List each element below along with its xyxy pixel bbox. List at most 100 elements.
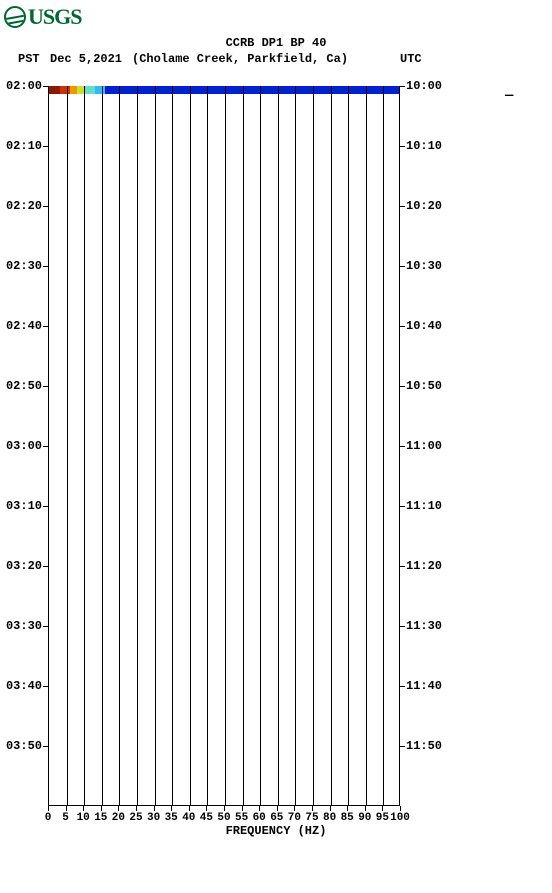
xtick-label: 45 <box>200 812 213 824</box>
tick-mark <box>171 806 172 811</box>
tick-mark <box>43 626 48 627</box>
tick-mark <box>400 506 405 507</box>
xtick-label: 80 <box>323 812 336 824</box>
gridline <box>84 86 85 805</box>
spectro-segment <box>49 86 60 94</box>
xtick-label: 90 <box>358 812 371 824</box>
tick-mark <box>43 566 48 567</box>
left-ytick-label: 02:20 <box>6 199 42 213</box>
usgs-logo-text: USGS <box>28 4 81 30</box>
xtick-label: 0 <box>45 812 52 824</box>
xtick-label: 40 <box>182 812 195 824</box>
left-ytick-label: 03:20 <box>6 559 42 573</box>
tick-mark <box>277 806 278 811</box>
right-ytick-label: 11:00 <box>406 439 442 453</box>
tick-mark <box>66 806 67 811</box>
usgs-wave-icon <box>4 6 26 28</box>
tick-mark <box>43 446 48 447</box>
left-ytick-label: 02:40 <box>6 319 42 333</box>
tick-mark <box>347 806 348 811</box>
right-ytick-label: 11:40 <box>406 679 442 693</box>
gridline <box>243 86 244 805</box>
tick-mark <box>400 386 405 387</box>
xtick-label: 25 <box>129 812 142 824</box>
right-ytick-label: 10:30 <box>406 259 442 273</box>
tick-mark <box>43 146 48 147</box>
spectro-segment <box>95 86 106 94</box>
xtick-label: 65 <box>270 812 283 824</box>
xtick-label: 100 <box>390 812 410 824</box>
right-ytick-label: 11:10 <box>406 499 442 513</box>
tick-mark <box>400 266 405 267</box>
tick-mark <box>400 446 405 447</box>
spectro-segment <box>70 86 77 94</box>
left-ytick-label: 02:00 <box>6 79 42 93</box>
tick-mark <box>43 506 48 507</box>
tick-mark <box>400 686 405 687</box>
tick-mark <box>43 386 48 387</box>
xtick-label: 75 <box>305 812 318 824</box>
spectro-segment <box>84 86 95 94</box>
right-ytick-label: 10:00 <box>406 79 442 93</box>
spectro-segment <box>77 86 84 94</box>
gridline <box>137 86 138 805</box>
right-ytick-label: 11:50 <box>406 739 442 753</box>
tick-mark <box>224 806 225 811</box>
tick-mark <box>43 266 48 267</box>
xtick-label: 35 <box>165 812 178 824</box>
tick-mark <box>400 326 405 327</box>
tick-mark <box>101 806 102 811</box>
usgs-logo: USGS <box>4 4 81 30</box>
gridline <box>225 86 226 805</box>
tick-mark <box>330 806 331 811</box>
gridline <box>172 86 173 805</box>
tick-mark <box>400 566 405 567</box>
tick-mark <box>312 806 313 811</box>
left-ytick-label: 02:10 <box>6 139 42 153</box>
side-marker-icon: — <box>505 88 513 104</box>
chart-title: CCRB DP1 BP 40 <box>0 36 552 50</box>
gridline <box>348 86 349 805</box>
pst-label: PST <box>18 52 40 66</box>
spectro-segment <box>60 86 71 94</box>
xtick-label: 50 <box>217 812 230 824</box>
gridline <box>383 86 384 805</box>
tick-mark <box>43 686 48 687</box>
tick-mark <box>365 806 366 811</box>
left-ytick-label: 02:50 <box>6 379 42 393</box>
gridline <box>102 86 103 805</box>
xtick-label: 10 <box>77 812 90 824</box>
xtick-label: 5 <box>62 812 69 824</box>
tick-mark <box>206 806 207 811</box>
gridline <box>260 86 261 805</box>
left-ytick-label: 02:30 <box>6 259 42 273</box>
tick-mark <box>400 746 405 747</box>
tick-mark <box>83 806 84 811</box>
tick-mark <box>400 86 405 87</box>
gridline <box>207 86 208 805</box>
xtick-label: 15 <box>94 812 107 824</box>
tick-mark <box>242 806 243 811</box>
gridline <box>67 86 68 805</box>
location-label: (Cholame Creek, Parkfield, Ca) <box>132 52 348 66</box>
right-ytick-label: 10:50 <box>406 379 442 393</box>
tick-mark <box>400 626 405 627</box>
x-axis-label: FREQUENCY (HZ) <box>0 824 552 838</box>
right-ytick-label: 10:20 <box>406 199 442 213</box>
tick-mark <box>189 806 190 811</box>
tick-mark <box>43 326 48 327</box>
left-ytick-label: 03:50 <box>6 739 42 753</box>
tick-mark <box>136 806 137 811</box>
left-ytick-label: 03:30 <box>6 619 42 633</box>
gridline <box>119 86 120 805</box>
right-ytick-label: 10:10 <box>406 139 442 153</box>
spectro-segment <box>105 86 399 94</box>
left-ytick-label: 03:10 <box>6 499 42 513</box>
xtick-label: 95 <box>376 812 389 824</box>
tick-mark <box>400 146 405 147</box>
right-ytick-label: 10:40 <box>406 319 442 333</box>
xtick-label: 20 <box>112 812 125 824</box>
right-ytick-label: 11:30 <box>406 619 442 633</box>
gridline <box>366 86 367 805</box>
xtick-label: 30 <box>147 812 160 824</box>
